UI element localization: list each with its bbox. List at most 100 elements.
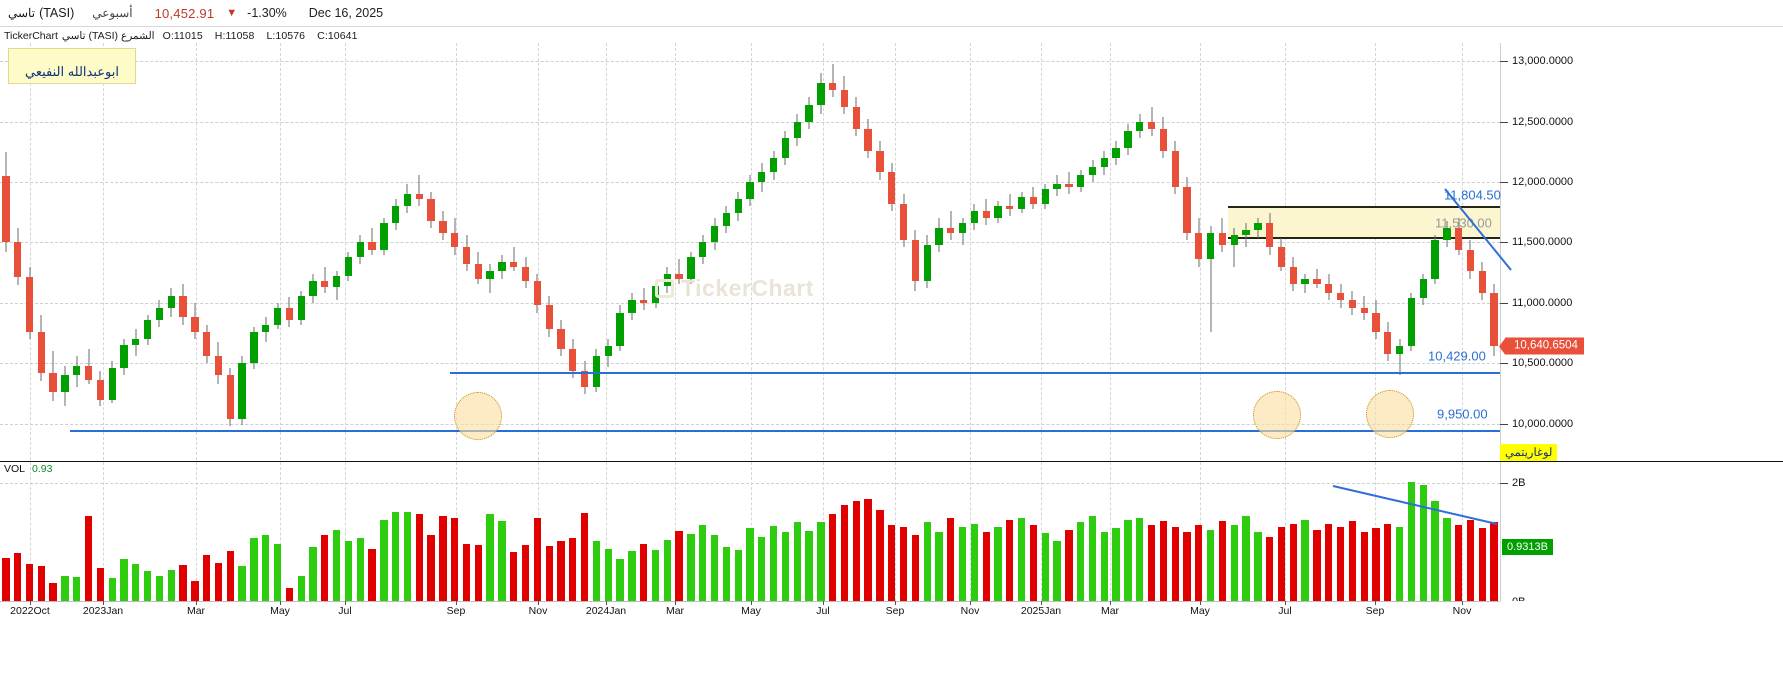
volume-bar (498, 521, 506, 601)
volume-bar (722, 547, 731, 601)
volume-bar (1336, 527, 1345, 601)
volume-bar (1242, 516, 1250, 601)
volume-plot-area[interactable] (0, 462, 1500, 601)
volume-bar (1266, 536, 1274, 601)
ellipse-marker[interactable] (1366, 390, 1414, 438)
volume-axis-label: 2B (1512, 476, 1526, 489)
candle-body (262, 324, 270, 332)
candle-body (344, 256, 353, 277)
volume-bar (1183, 531, 1191, 601)
candle-wick (1068, 172, 1070, 195)
candlestick (569, 43, 577, 460)
candle-body (1100, 157, 1108, 168)
time-axis-tick (30, 601, 31, 605)
candlestick (994, 43, 1002, 460)
candlestick (769, 43, 778, 460)
price-axis-label: 11,500.0000 (1512, 236, 1573, 249)
candle-body (73, 365, 81, 376)
candle-body (510, 261, 518, 267)
symbol-name-ar[interactable]: تاسي (8, 6, 36, 20)
ellipse-marker[interactable] (454, 392, 502, 440)
sticky-note-author[interactable]: ابوعبدالله النفيعي (8, 48, 136, 84)
candlestick (899, 43, 908, 460)
candle-body (1443, 227, 1451, 240)
volume-bar (1384, 523, 1392, 601)
volume-bar (1077, 522, 1085, 601)
volume-bar (1254, 531, 1262, 601)
last-volume-flag: 0.9313B (1502, 538, 1553, 555)
candlestick (746, 43, 754, 460)
volume-bar (1195, 524, 1203, 601)
candle-body (1136, 121, 1144, 132)
time-gridline (970, 462, 971, 601)
candle-body (687, 256, 695, 279)
volume-bar (309, 547, 317, 601)
volume-bar (1478, 528, 1486, 601)
timeframe-label[interactable]: أسبوعي (92, 6, 133, 20)
time-gridline (196, 462, 197, 601)
volume-bar (191, 580, 199, 601)
time-axis-label: Sep (885, 605, 905, 617)
candle-body (675, 273, 683, 279)
candlestick (1336, 43, 1345, 460)
candle-body (1147, 121, 1156, 129)
level-label: 10,429.00 (1428, 348, 1486, 364)
volume-bar (403, 511, 412, 601)
candlestick (1206, 43, 1215, 460)
candle-body (545, 305, 553, 330)
candlestick (486, 43, 494, 460)
candle-body (829, 82, 837, 91)
candle-body (143, 319, 152, 340)
candlestick (250, 43, 258, 460)
volume-bar (1395, 527, 1404, 601)
candle-body (1478, 271, 1486, 294)
candlestick (1478, 43, 1486, 460)
symbol-code[interactable]: (TASI) (39, 6, 75, 20)
volume-bar (580, 512, 589, 601)
candlestick (179, 43, 187, 460)
volume-bar (557, 541, 565, 601)
level-line[interactable] (70, 429, 1500, 432)
candle-body (297, 295, 305, 320)
candle-body (392, 206, 400, 224)
candlestick (451, 43, 459, 460)
candlestick (61, 43, 69, 460)
watermark: TickerChart (655, 275, 814, 302)
time-gridline (1285, 43, 1286, 460)
ellipse-marker[interactable] (1253, 391, 1301, 439)
time-axis-line (0, 601, 1500, 602)
volume-bar (1277, 527, 1286, 601)
price-plot-area[interactable] (0, 43, 1500, 460)
time-axis-tick (895, 601, 896, 605)
candle-body (203, 331, 211, 357)
price-trendline[interactable] (0, 43, 1512, 460)
candlestick (876, 43, 884, 460)
price-axis-tick (1500, 182, 1508, 183)
candle-body (640, 300, 648, 303)
candlestick (970, 43, 979, 460)
ohlc-high: H:11058 (214, 29, 255, 42)
time-axis[interactable]: 2022Oct 2023Jan Mar May Jul Sep Nov 2024Jan Mar M… (0, 601, 1783, 700)
candlestick (947, 43, 955, 460)
price-down-arrow-icon: ▼ (226, 7, 238, 19)
candle-body (888, 172, 896, 204)
candlestick (1242, 43, 1250, 460)
resistance-zone[interactable] (1228, 205, 1500, 239)
log-scale-badge[interactable]: لوغاريتمي (1500, 444, 1558, 461)
candle-body (167, 295, 175, 308)
time-axis-tick (1285, 601, 1286, 605)
candle-wick (678, 259, 680, 284)
time-axis-label: Mar (665, 605, 685, 617)
candle-body (1254, 223, 1262, 231)
candlestick (852, 43, 860, 460)
volume-chart-pane[interactable]: 2B0B 0.9313B (0, 461, 1783, 608)
time-gridline (895, 43, 896, 460)
level-line[interactable] (450, 371, 1500, 374)
price-chart-pane[interactable]: 13,000.0000 12,500.0000 12,000.0000 11,500.… (0, 43, 1783, 460)
time-gridline (1110, 462, 1111, 601)
candle-body (1053, 184, 1061, 190)
volume-trendline[interactable] (0, 462, 1500, 601)
time-axis-tick (970, 601, 971, 605)
volume-bar (214, 562, 223, 601)
volume-bar (1206, 529, 1215, 601)
